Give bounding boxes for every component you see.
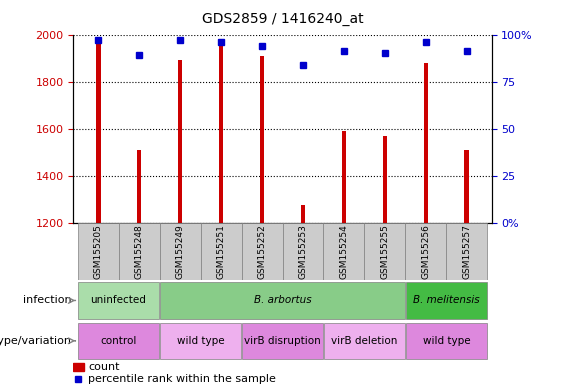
Text: GSM155254: GSM155254 xyxy=(340,224,349,279)
Bar xyxy=(383,136,388,223)
Bar xyxy=(324,323,405,359)
Text: control: control xyxy=(101,336,137,346)
Text: GSM155205: GSM155205 xyxy=(94,224,102,279)
Bar xyxy=(301,205,306,223)
Bar xyxy=(137,150,141,223)
Text: GSM155253: GSM155253 xyxy=(298,224,307,279)
Bar xyxy=(77,223,119,280)
Text: GSM155249: GSM155249 xyxy=(176,224,185,279)
Text: GSM155256: GSM155256 xyxy=(421,224,431,279)
Bar xyxy=(160,323,241,359)
Text: wild type: wild type xyxy=(177,336,224,346)
Bar xyxy=(95,39,101,223)
Bar xyxy=(219,44,224,223)
Text: percentile rank within the sample: percentile rank within the sample xyxy=(88,374,276,384)
Bar xyxy=(464,150,470,223)
Text: infection: infection xyxy=(23,295,71,306)
Bar xyxy=(446,223,488,280)
Bar xyxy=(160,282,405,319)
Bar xyxy=(242,323,323,359)
Text: B. melitensis: B. melitensis xyxy=(413,295,480,306)
Text: virB disruption: virB disruption xyxy=(244,336,321,346)
Bar xyxy=(282,223,324,280)
Bar xyxy=(241,223,282,280)
Text: genotype/variation: genotype/variation xyxy=(0,336,71,346)
Text: GSM155251: GSM155251 xyxy=(216,224,225,279)
Bar xyxy=(201,223,241,280)
Text: GDS2859 / 1416240_at: GDS2859 / 1416240_at xyxy=(202,12,363,26)
Bar xyxy=(406,282,486,319)
Text: count: count xyxy=(88,362,120,372)
Bar xyxy=(406,223,446,280)
Bar xyxy=(177,60,182,223)
Bar xyxy=(424,63,428,223)
Bar xyxy=(364,223,406,280)
Text: B. arbortus: B. arbortus xyxy=(254,295,311,306)
Bar xyxy=(119,223,159,280)
Text: GSM155248: GSM155248 xyxy=(134,224,144,279)
Bar xyxy=(324,223,364,280)
Bar xyxy=(406,323,486,359)
Bar xyxy=(341,131,346,223)
Text: virB deletion: virB deletion xyxy=(331,336,398,346)
Text: uninfected: uninfected xyxy=(90,295,146,306)
Bar xyxy=(159,223,201,280)
Text: GSM155257: GSM155257 xyxy=(463,224,471,279)
Bar xyxy=(79,282,159,319)
Text: wild type: wild type xyxy=(423,336,470,346)
Bar xyxy=(259,56,264,223)
Bar xyxy=(73,363,84,371)
Bar xyxy=(79,323,159,359)
Text: GSM155255: GSM155255 xyxy=(380,224,389,279)
Text: GSM155252: GSM155252 xyxy=(258,224,267,279)
